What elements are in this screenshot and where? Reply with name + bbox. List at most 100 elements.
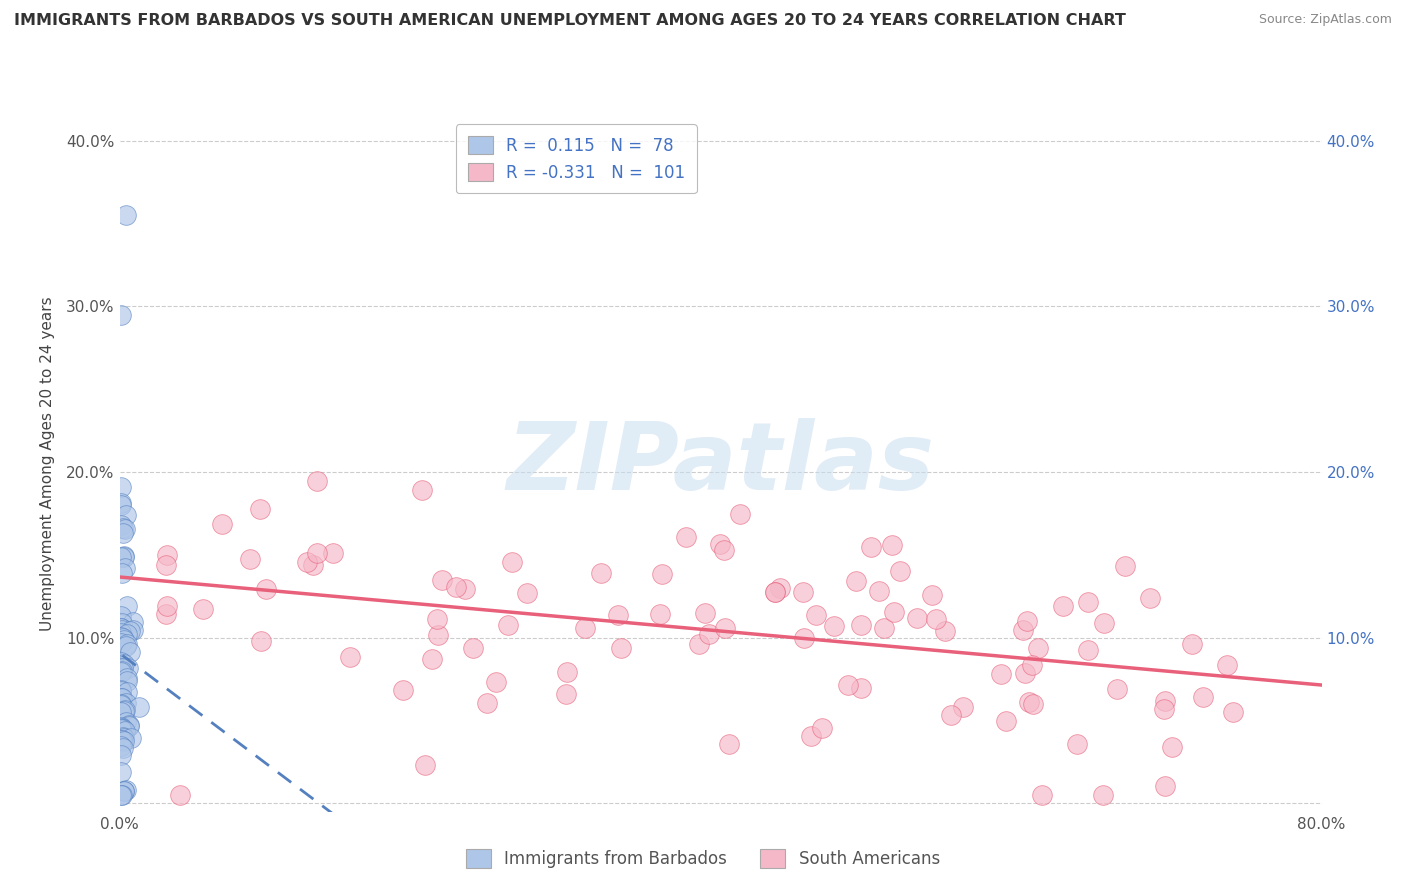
Point	[650, 607, 672, 621]
Point	[392, 682, 415, 697]
Point	[420, 651, 443, 665]
Point	[1018, 696, 1040, 710]
Point	[110, 721, 132, 735]
Point	[714, 620, 737, 634]
Point	[239, 551, 262, 566]
Point	[112, 740, 135, 755]
Point	[763, 585, 786, 599]
Point	[1114, 558, 1136, 573]
Point	[859, 540, 882, 554]
Point	[430, 573, 453, 587]
Point	[111, 730, 134, 744]
Point	[110, 655, 132, 669]
Point	[110, 720, 132, 734]
Point	[110, 684, 132, 698]
Point	[905, 611, 928, 625]
Point	[120, 731, 142, 746]
Point	[114, 560, 136, 574]
Point	[804, 608, 827, 623]
Point	[1092, 615, 1115, 630]
Point	[156, 599, 179, 613]
Text: Source: ZipAtlas.com: Source: ZipAtlas.com	[1258, 13, 1392, 27]
Point	[115, 696, 138, 710]
Point	[112, 784, 135, 798]
Point	[110, 518, 132, 533]
Point	[883, 605, 905, 619]
Point	[413, 757, 436, 772]
Point	[1012, 624, 1035, 638]
Point	[718, 737, 741, 751]
Point	[211, 517, 233, 532]
Point	[485, 675, 508, 690]
Point	[849, 681, 872, 695]
Point	[110, 621, 132, 635]
Point	[1139, 591, 1161, 606]
Point	[110, 788, 132, 802]
Point	[111, 525, 134, 540]
Point	[114, 783, 136, 797]
Point	[475, 696, 498, 710]
Point	[995, 714, 1018, 728]
Point	[411, 483, 433, 498]
Point	[112, 632, 135, 647]
Point	[501, 555, 523, 569]
Point	[110, 739, 132, 754]
Point	[1092, 788, 1115, 802]
Point	[800, 729, 823, 743]
Point	[1222, 705, 1244, 719]
Point	[110, 732, 132, 747]
Point	[115, 627, 138, 641]
Point	[115, 637, 138, 651]
Point	[110, 495, 132, 509]
Point	[114, 724, 136, 739]
Point	[713, 543, 735, 558]
Point	[610, 641, 633, 656]
Point	[111, 722, 134, 736]
Point	[110, 636, 132, 650]
Legend: Immigrants from Barbados, South Americans: Immigrants from Barbados, South American…	[460, 843, 946, 875]
Point	[555, 687, 578, 701]
Point	[128, 700, 150, 714]
Point	[651, 567, 673, 582]
Point	[792, 585, 814, 599]
Point	[112, 731, 135, 746]
Point	[110, 723, 132, 737]
Point	[498, 618, 520, 632]
Point	[118, 718, 141, 732]
Point	[688, 637, 710, 651]
Point	[110, 608, 132, 623]
Point	[111, 566, 134, 581]
Point	[115, 640, 138, 654]
Point	[121, 624, 143, 638]
Point	[112, 705, 135, 719]
Point	[110, 697, 132, 711]
Point	[117, 685, 139, 699]
Point	[155, 558, 177, 572]
Point	[1052, 599, 1074, 614]
Point	[823, 619, 845, 633]
Point	[118, 718, 141, 732]
Point	[557, 665, 579, 680]
Point	[110, 498, 132, 512]
Point	[110, 747, 132, 762]
Point	[112, 657, 135, 671]
Point	[1021, 657, 1043, 672]
Point	[110, 764, 132, 779]
Point	[454, 582, 477, 596]
Point	[952, 699, 974, 714]
Point	[110, 706, 132, 720]
Point	[921, 588, 943, 602]
Point	[307, 546, 329, 560]
Point	[1031, 788, 1053, 802]
Point	[110, 665, 132, 679]
Point	[444, 580, 467, 594]
Point	[1015, 614, 1038, 628]
Point	[769, 581, 792, 595]
Legend: R =  0.115   N =  78, R = -0.331   N =  101: R = 0.115 N = 78, R = -0.331 N = 101	[456, 124, 697, 194]
Point	[463, 640, 485, 655]
Point	[322, 546, 344, 560]
Point	[1066, 737, 1088, 751]
Point	[111, 664, 134, 678]
Point	[110, 550, 132, 565]
Point	[112, 549, 135, 563]
